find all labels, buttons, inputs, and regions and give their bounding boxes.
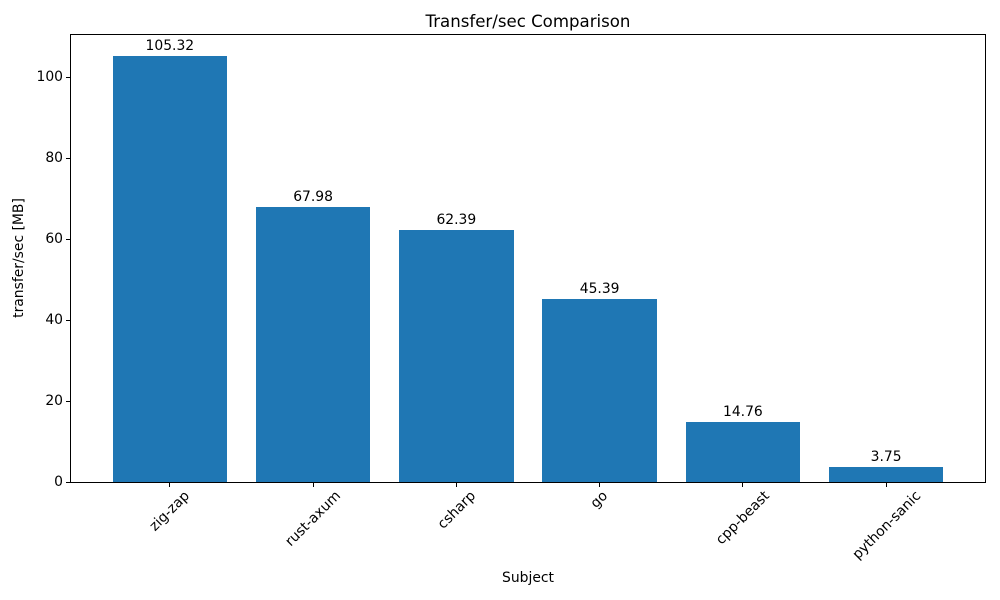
x-tick-label: cpp-beast — [712, 488, 773, 548]
x-tick-label: go — [587, 488, 612, 512]
bar-value-label: 14.76 — [722, 404, 763, 421]
y-tick-label: 60 — [45, 230, 63, 247]
x-tick-mark — [599, 483, 601, 487]
y-tick-mark — [66, 481, 70, 483]
bar-value-label: 45.39 — [579, 280, 620, 297]
x-tick-label: csharp — [434, 488, 479, 533]
x-tick-label: zig-zap — [146, 488, 194, 535]
bar-go — [542, 298, 657, 482]
y-tick-label: 40 — [45, 311, 63, 328]
x-axis-label: Subject — [502, 570, 554, 586]
y-axis-label: transfer/sec [MB] — [11, 198, 28, 318]
chart-title: Transfer/sec Comparison — [425, 12, 631, 31]
bar-cpp-beast — [685, 422, 801, 482]
bar-value-label: 67.98 — [293, 189, 333, 206]
y-tick-mark — [66, 158, 70, 160]
x-tick-mark — [455, 483, 457, 487]
y-tick-mark — [66, 238, 70, 240]
bar-rust-axum — [255, 207, 371, 482]
bar-value-label: 3.75 — [870, 448, 902, 465]
x-tick-mark — [169, 483, 171, 487]
y-tick-mark — [66, 77, 70, 79]
plot-area: 105.32 67.98 62.39 45.39 14.76 3.75 — [70, 34, 986, 483]
x-tick-label: python-sanic — [848, 488, 924, 563]
y-tick-label: 0 — [54, 473, 63, 490]
bar-python-sanic — [828, 466, 944, 482]
bar-value-label: 105.32 — [145, 38, 195, 55]
x-tick-mark — [742, 483, 744, 487]
y-tick-label: 80 — [45, 150, 63, 167]
x-tick-label: rust-axum — [282, 488, 344, 550]
y-tick-label: 100 — [36, 69, 63, 86]
x-tick-mark — [312, 483, 314, 487]
y-tick-mark — [66, 319, 70, 321]
y-tick-mark — [66, 400, 70, 402]
bar-zig-zap — [112, 56, 228, 482]
y-tick-label: 20 — [45, 392, 63, 409]
x-tick-mark — [885, 483, 887, 487]
bar-csharp — [399, 229, 514, 482]
bar-value-label: 62.39 — [436, 211, 477, 228]
